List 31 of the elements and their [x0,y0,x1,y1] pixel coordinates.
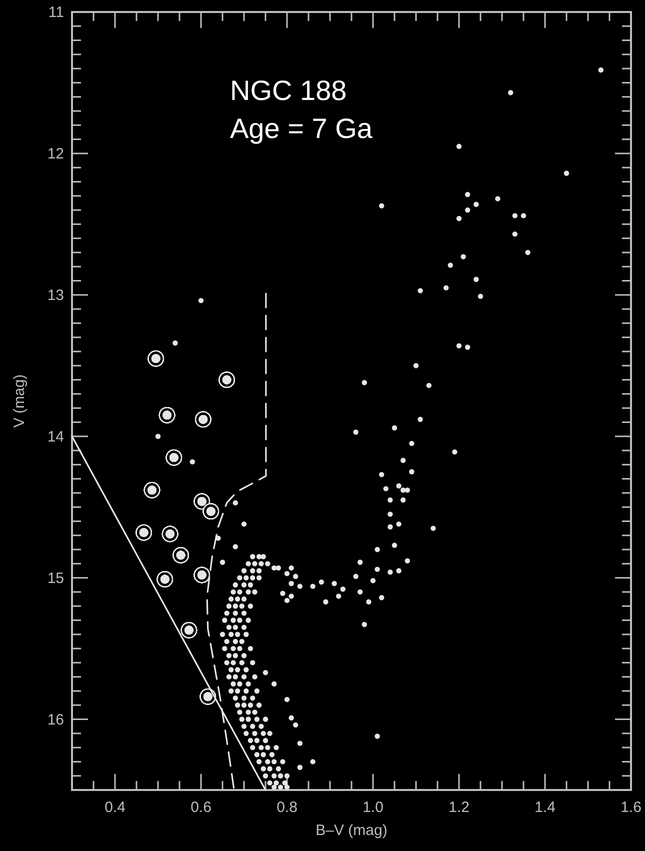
point [194,410,212,428]
x-tick-label: 1.4 [534,799,556,816]
point [161,524,180,543]
x-tick-label: 1.6 [620,799,642,816]
y-tick-label: 16 [47,711,64,728]
point [198,688,217,706]
x-tick-label: 0.4 [104,799,126,816]
x-tick-label: 0.6 [190,799,212,816]
point [202,502,220,520]
point [164,448,183,467]
x-axis-title: B–V (mag) [316,822,388,839]
y-tick-label: 12 [47,145,64,162]
point [180,621,198,640]
point [146,350,165,368]
point [172,546,190,564]
x-tick-label: 1.0 [362,799,384,816]
point [134,524,153,542]
y-axis-title: V (mag) [11,374,28,428]
point [158,406,176,424]
y-tick-label: 11 [48,4,64,21]
y-tick-label: 15 [47,570,64,587]
point [192,566,211,584]
point [142,481,161,500]
x-tick-label: 1.2 [448,799,470,816]
x-tick-label: 0.8 [276,799,298,816]
point [218,370,236,389]
point [156,570,174,588]
y-tick-label: 14 [47,428,64,446]
annotation: NGC 188 [230,75,347,106]
y-tick-label: 13 [47,286,64,304]
annotation: Age = 7 Ga [230,113,373,144]
